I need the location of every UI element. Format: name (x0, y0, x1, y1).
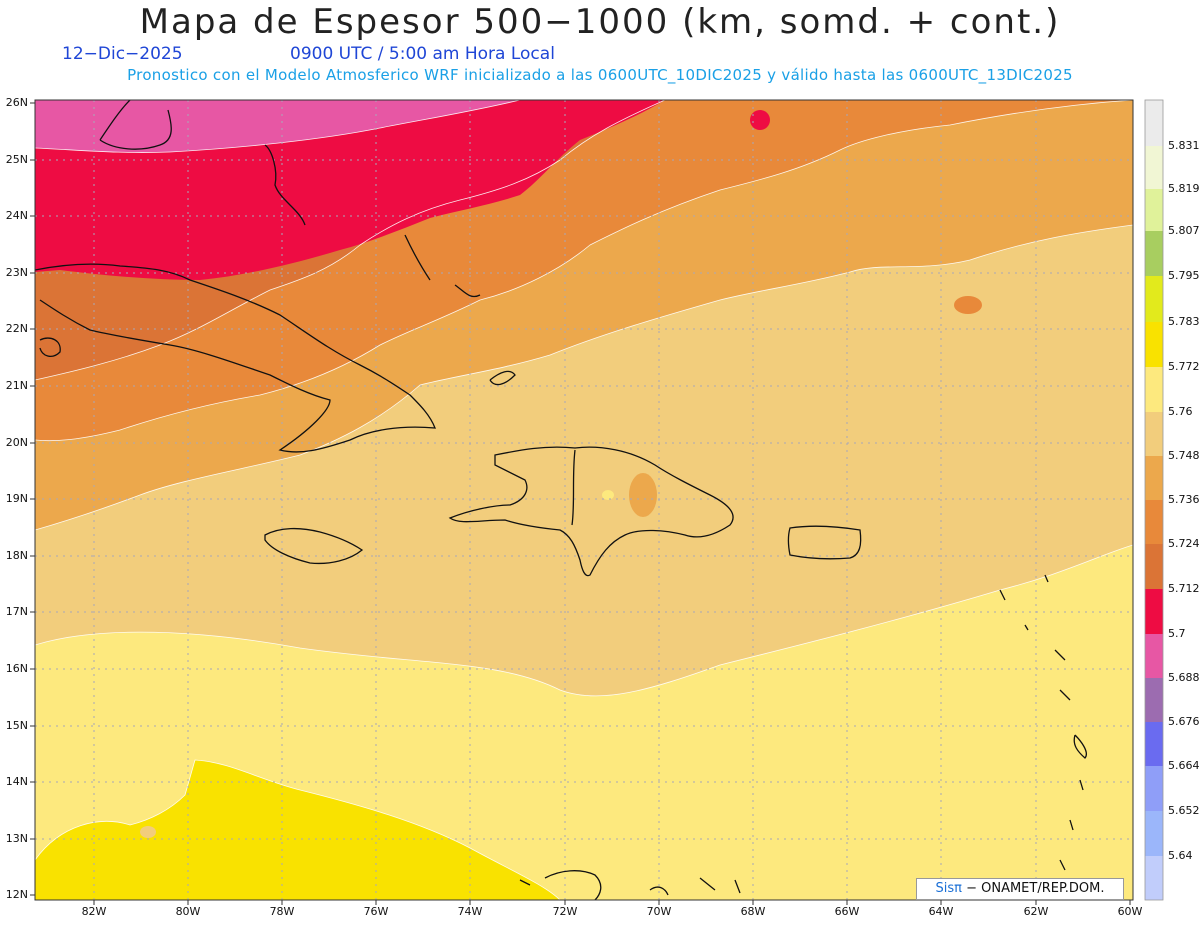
colorbar-label: 5.688 (1168, 671, 1200, 684)
lat-label: 19N (5, 492, 28, 505)
blob-5724 (954, 296, 982, 314)
colorbar-label: 5.748 (1168, 449, 1200, 462)
colorbar-swatch (1145, 189, 1163, 231)
colorbar-swatch (1145, 722, 1163, 766)
lon-label: 74W (457, 905, 483, 918)
credit-text: − ONAMET/REP.DOM. (966, 881, 1105, 896)
lon-label: 60W (1117, 905, 1143, 918)
forecast-description: Pronostico con el Modelo Atmosferico WRF… (127, 66, 1073, 84)
colorbar-label: 5.819 (1168, 182, 1200, 195)
colorbar-swatch (1145, 456, 1163, 500)
colorbar-swatch (1145, 544, 1163, 589)
band-5772 (35, 760, 560, 900)
colorbar-swatch (1145, 100, 1163, 146)
colorbar-label: 5.736 (1168, 493, 1200, 506)
colorbar-label: 5.7 (1168, 627, 1186, 640)
coastlines (35, 100, 1087, 900)
lon-label: 72W (552, 905, 578, 918)
lon-label: 66W (834, 905, 860, 918)
colorbar (1144, 99, 1164, 901)
lat-label: 22N (5, 322, 28, 335)
filled-contours (35, 100, 1133, 900)
colorbar-swatch (1145, 367, 1163, 412)
colorbar-swatch (1145, 678, 1163, 722)
bahamas-eleuthera (404, 234, 431, 281)
colorbar-label: 5.664 (1168, 759, 1200, 772)
blob-5760-hispaniola (602, 490, 614, 500)
lon-label: 80W (175, 905, 201, 918)
colorbar-label: 5.783 (1168, 315, 1200, 328)
lesser-antilles (999, 574, 1087, 871)
hispaniola-coast (448, 446, 734, 577)
lat-label: 26N (5, 96, 28, 109)
inagua (489, 370, 516, 386)
lat-label: 24N (5, 209, 28, 222)
lat-label: 25N (5, 153, 28, 166)
bahamas-acklins (454, 284, 481, 298)
lon-label: 82W (81, 905, 107, 918)
colorbar-swatch (1145, 500, 1163, 544)
colorbar-swatch (1145, 811, 1163, 856)
gridlines (35, 100, 1133, 900)
lat-label: 12N (5, 888, 28, 901)
credit-box: Sisπ − ONAMET/REP.DOM. (916, 878, 1124, 900)
lat-label: 15N (5, 719, 28, 732)
forecast-date: 12−Dic−2025 (62, 44, 183, 64)
colorbar-label: 5.676 (1168, 715, 1200, 728)
lat-label: 23N (5, 266, 28, 279)
abc-islands-venezuela (519, 870, 741, 900)
colorbar-label: 5.64 (1168, 849, 1193, 862)
colorbar-label: 5.795 (1168, 269, 1200, 282)
colorbar-label: 5.831 (1168, 139, 1200, 152)
colorbar-swatch (1145, 146, 1163, 189)
lat-label: 20N (5, 436, 28, 449)
cuba-coast (35, 263, 436, 453)
haiti-dr-border (571, 449, 576, 526)
lat-label: 21N (5, 379, 28, 392)
lon-label: 68W (740, 905, 766, 918)
lon-label: 78W (269, 905, 295, 918)
lon-label: 62W (1023, 905, 1049, 918)
band-5688 (35, 100, 520, 153)
jamaica-coast (264, 527, 364, 565)
colorbar-swatch (1145, 634, 1163, 678)
forecast-time: 0900 UTC / 5:00 am Hora Local (290, 44, 555, 64)
colorbar-label: 5.772 (1168, 360, 1200, 373)
lat-label: 14N (5, 775, 28, 788)
colorbar-swatch (1145, 412, 1163, 456)
blob-5748-south (140, 826, 156, 838)
lat-label: 18N (5, 549, 28, 562)
bahamas-andros (264, 144, 306, 226)
lat-label: 16N (5, 662, 28, 675)
lat-label: 13N (5, 832, 28, 845)
map-frame (34, 99, 1134, 901)
puerto-rico-coast (787, 525, 862, 560)
sispi-logo: Sisπ (935, 881, 962, 896)
contour-lines (35, 100, 1133, 900)
map-title: Mapa de Espesor 500−1000 (km, somd. + co… (139, 2, 1061, 42)
tick-marks (30, 102, 1131, 905)
florida-coast (99, 100, 172, 150)
lon-label: 76W (363, 905, 389, 918)
colorbar-label: 5.76 (1168, 405, 1193, 418)
colorbar-label: 5.652 (1168, 804, 1200, 817)
lon-label: 70W (646, 905, 672, 918)
colorbar-label: 5.807 (1168, 224, 1200, 237)
colorbar-label: 5.724 (1168, 537, 1200, 550)
colorbar-swatch (1145, 856, 1163, 900)
colorbar-swatch (1145, 322, 1163, 367)
lat-label: 17N (5, 605, 28, 618)
colorbar-swatch (1145, 276, 1163, 322)
lon-label: 64W (928, 905, 954, 918)
blob-5736-hispaniola (629, 473, 657, 517)
colorbar-swatch (1145, 589, 1163, 634)
colorbar-label: 5.712 (1168, 582, 1200, 595)
colorbar-swatch (1145, 231, 1163, 276)
isla-juventud (39, 337, 61, 358)
blob-5700 (750, 110, 770, 130)
colorbar-swatch (1145, 766, 1163, 811)
